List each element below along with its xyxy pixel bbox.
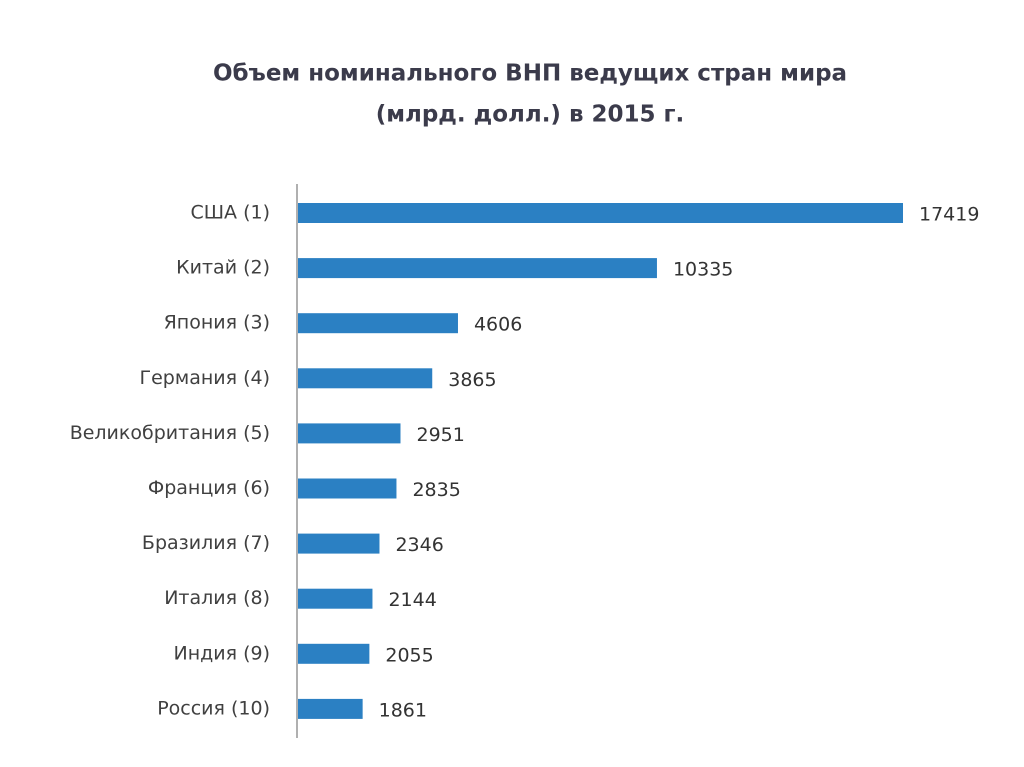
category-label: Россия (10) xyxy=(157,697,270,719)
value-label: 2951 xyxy=(416,424,464,446)
value-label: 1861 xyxy=(379,699,427,721)
bar xyxy=(298,698,363,719)
bar xyxy=(298,643,370,664)
chart-title: (млрд. долл.) в 2015 г. xyxy=(376,102,685,128)
category-label: Япония (3) xyxy=(164,312,270,334)
bar xyxy=(298,478,397,499)
value-label: 2835 xyxy=(412,479,460,501)
chart-title: Объем номинального ВНП ведущих стран мир… xyxy=(213,61,847,87)
bar xyxy=(298,368,433,389)
category-label: Германия (4) xyxy=(140,367,270,389)
bar xyxy=(298,588,373,609)
bar xyxy=(298,258,657,279)
category-label: Великобритания (5) xyxy=(70,422,270,444)
bar xyxy=(298,203,903,223)
category-label: Италия (8) xyxy=(164,587,270,609)
value-label: 2144 xyxy=(388,589,436,611)
value-label: 4606 xyxy=(474,314,522,336)
bar xyxy=(298,423,401,444)
bar xyxy=(298,313,458,334)
category-label: Китай (2) xyxy=(176,257,270,279)
bar xyxy=(298,533,380,554)
category-label: Бразилия (7) xyxy=(142,532,270,554)
value-label: 17419 xyxy=(919,204,979,226)
value-label: 10335 xyxy=(673,259,733,281)
category-label: Индия (9) xyxy=(173,642,270,664)
value-label: 2346 xyxy=(395,534,443,556)
value-label: 3865 xyxy=(448,369,496,391)
value-label: 2055 xyxy=(385,644,433,666)
category-label: США (1) xyxy=(190,202,270,224)
category-label: Франция (6) xyxy=(148,477,270,499)
